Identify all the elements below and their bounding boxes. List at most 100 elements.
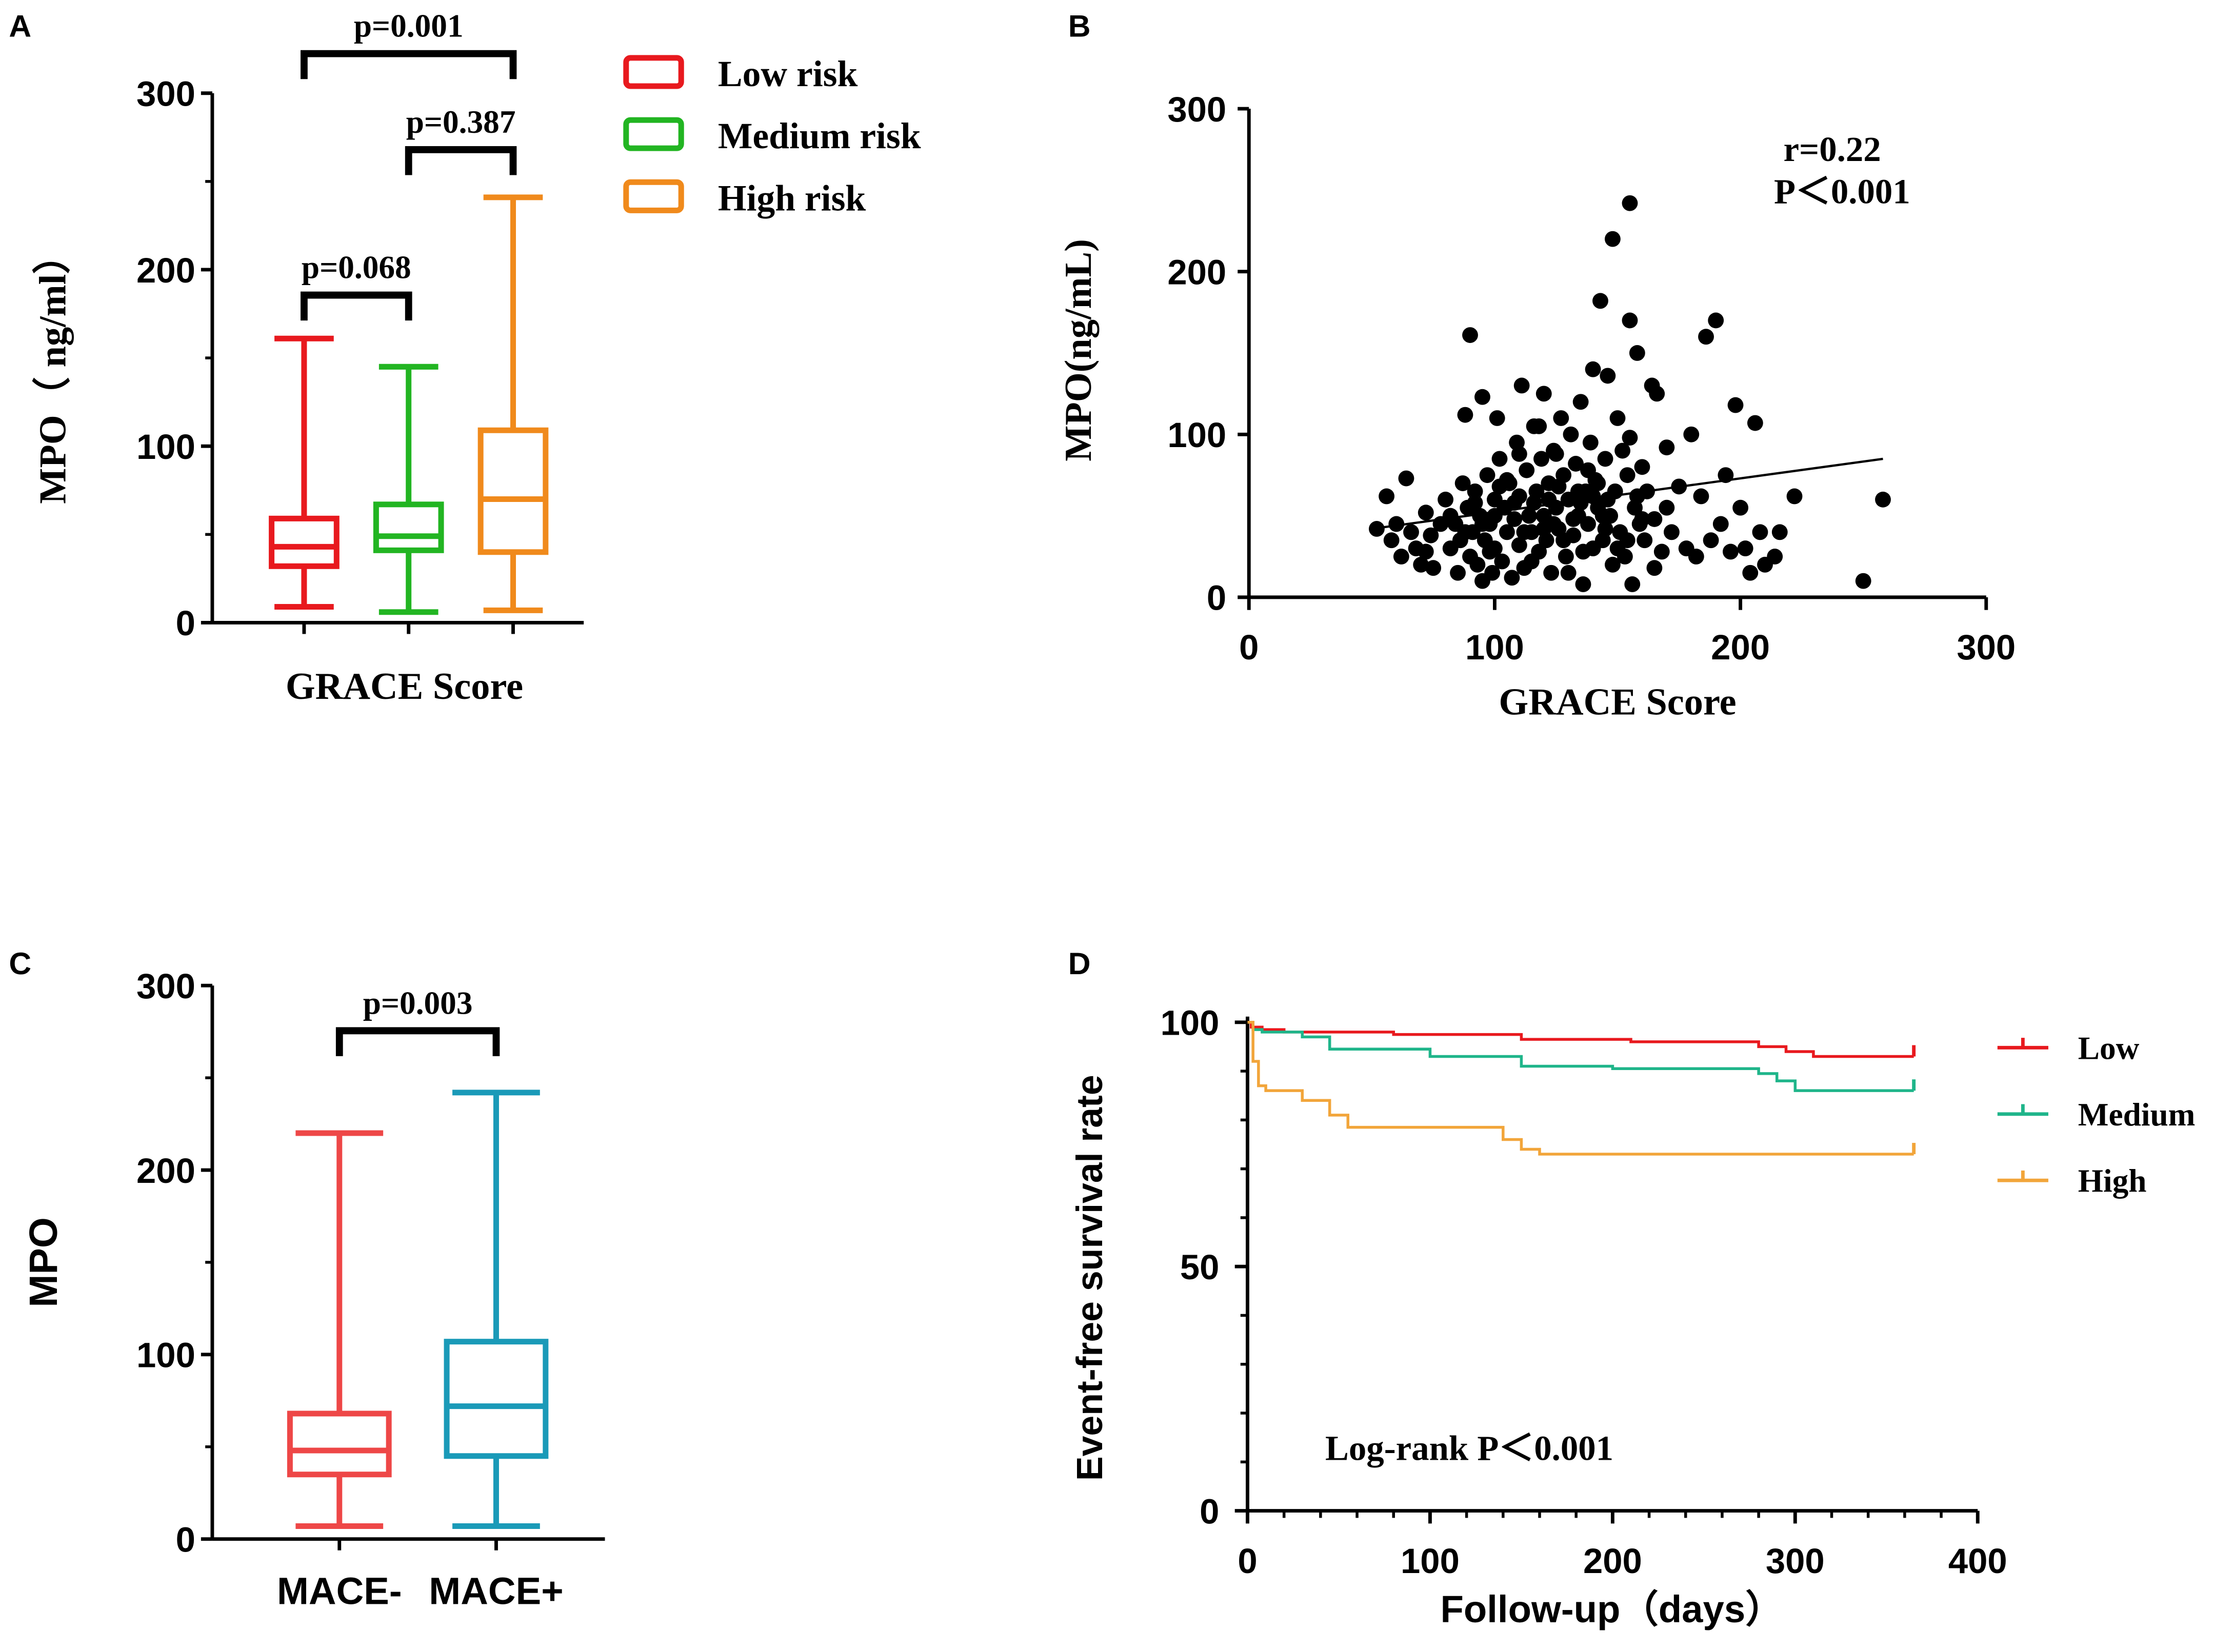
scatter-point	[1413, 556, 1429, 573]
scatter-point	[1560, 565, 1577, 581]
scatter-point	[1563, 426, 1579, 442]
scatter-point	[1592, 293, 1608, 309]
x-axis-title: Follow-up（days）	[1440, 1588, 1783, 1630]
scatter-point	[1531, 418, 1547, 434]
scatter-point	[1568, 456, 1584, 472]
scatter-point	[1600, 368, 1616, 384]
legend-label: Low risk	[718, 54, 858, 94]
x-tick-label: 100	[1401, 1541, 1460, 1581]
x-tick-label: 200	[1711, 628, 1770, 667]
x-category-label: MACE-	[277, 1569, 402, 1612]
scatter-point	[1423, 527, 1439, 543]
scatter-point	[1646, 560, 1663, 576]
scatter-point	[1570, 483, 1586, 499]
panel-d: 0 50 100 0 100 200 300 400 Low Medium High Log-rank…	[1069, 1003, 2196, 1631]
scatter-point	[1767, 549, 1783, 565]
scatter-point	[1614, 442, 1631, 459]
trend-line	[1371, 457, 1883, 530]
scatter-point	[1418, 505, 1434, 521]
scatter-point	[1469, 556, 1486, 573]
legend-label: High	[2078, 1163, 2147, 1199]
panel-label-b: B	[1068, 9, 1091, 44]
scatter-point	[1484, 565, 1501, 581]
panel-label-c: C	[9, 946, 31, 981]
scatter-point	[1594, 508, 1611, 524]
scatter-point	[1575, 576, 1591, 592]
scatter-point	[1786, 488, 1803, 505]
y-axis-title: MPO(ng/mL)	[1058, 239, 1100, 461]
legend-swatch	[623, 117, 684, 151]
y-tick-label: 100	[136, 1336, 195, 1375]
scatter-point	[1688, 549, 1704, 565]
scatter-point	[1737, 540, 1753, 557]
scatter-point	[1418, 543, 1434, 560]
scatter-point	[1383, 532, 1400, 549]
scatter-point	[1575, 543, 1591, 560]
x-axis-title: GRACE Score	[1499, 681, 1736, 723]
scatter-point	[1727, 397, 1744, 413]
scatter-point	[1491, 451, 1508, 467]
scatter-point	[1605, 556, 1621, 573]
y-tick-label: 300	[136, 966, 195, 1006]
scatter-point	[1703, 532, 1719, 549]
scatter-point	[1474, 389, 1490, 405]
scatter-point	[1457, 407, 1473, 423]
y-tick-label: 100	[136, 427, 195, 467]
scatter-point	[1474, 516, 1490, 532]
scatter-point	[1379, 488, 1395, 505]
y-axis-title: MPO	[22, 1217, 66, 1307]
scatter-point	[1698, 329, 1714, 345]
scatter-point	[1535, 386, 1552, 402]
scatter-point	[1634, 459, 1650, 475]
x-tick-label: 400	[1948, 1541, 2007, 1581]
y-tick-label: 100	[1167, 415, 1226, 455]
scatter-point	[1585, 488, 1601, 505]
scatter-point	[1619, 532, 1635, 549]
scatter-point	[1646, 511, 1663, 527]
scatter-point	[1462, 327, 1478, 343]
scatter-point	[1558, 549, 1574, 565]
scatter-point	[1425, 560, 1442, 576]
p-value-label: P＜0.001	[1774, 172, 1910, 211]
scatter-point	[1511, 446, 1527, 462]
survival-curve-high	[1247, 1021, 1914, 1156]
scatter-point	[1855, 573, 1871, 589]
scatter-point	[1499, 524, 1515, 540]
scatter-point	[1489, 410, 1505, 426]
y-tick-label: 0	[176, 603, 195, 643]
scatter-point	[1504, 570, 1520, 586]
scatter-point	[1649, 386, 1665, 402]
scatter-point	[1521, 508, 1537, 524]
y-tick-label: 200	[136, 251, 195, 290]
p-value-label: p=0.068	[302, 250, 411, 286]
scatter-point	[1533, 451, 1549, 467]
scatter-point	[1442, 508, 1459, 524]
scatter-point	[1622, 195, 1638, 211]
scatter-point	[1388, 516, 1405, 532]
scatter-point	[1506, 511, 1523, 527]
legend-swatch	[623, 55, 684, 89]
correlation-label: r=0.22	[1783, 130, 1881, 169]
legend-label: Low	[2078, 1030, 2140, 1066]
panel-b: 0 100 200 300 0 100 200 300 r=0.22P＜0.001 GRACE S…	[1058, 90, 2016, 723]
scatter-point	[1550, 478, 1567, 495]
y-tick-label: 200	[136, 1151, 195, 1191]
scatter-point	[1403, 524, 1419, 540]
scatter-point	[1516, 524, 1532, 540]
scatter-point	[1747, 415, 1763, 431]
significance-bracket	[405, 146, 517, 175]
scatter-point	[1519, 462, 1535, 478]
significance-bracket	[335, 1027, 500, 1056]
scatter-point	[1546, 516, 1562, 532]
scatter-point	[1494, 553, 1510, 570]
y-tick-label: 0	[176, 1520, 195, 1559]
survival-curve-low	[1247, 1021, 1914, 1058]
scatter-point	[1624, 576, 1641, 592]
y-axis-title: MPO（ ng/ml）	[32, 236, 74, 503]
scatter-point	[1712, 516, 1729, 532]
x-tick-label: 100	[1465, 628, 1524, 667]
legend-label: Medium risk	[718, 116, 921, 156]
scatter-point	[1585, 361, 1601, 377]
scatter-point	[1565, 511, 1582, 527]
y-tick-label: 100	[1161, 1003, 1220, 1043]
